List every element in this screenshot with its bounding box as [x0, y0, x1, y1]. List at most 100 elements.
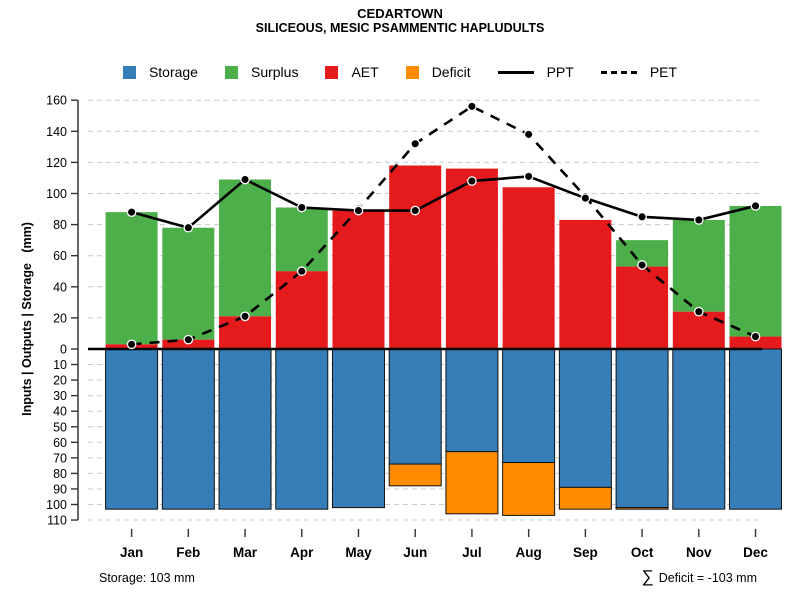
ppt-point-nov [693, 215, 704, 225]
x-tick-label-jun: Jun [403, 545, 427, 560]
page-subtitle: SILICEOUS, MESIC PSAMMENTIC HAPLUDULTS [255, 21, 545, 35]
bar-surplus-feb [162, 227, 215, 340]
pet-point-apr [296, 266, 307, 277]
deficit-swatch-icon [405, 65, 419, 79]
storage-swatch-icon [122, 65, 136, 79]
ppt-point-aug [523, 171, 534, 182]
legend-item-surplus: Surplus [224, 64, 299, 80]
bar-storage-dec [729, 348, 783, 510]
x-tick-label-dec: Dec [743, 545, 768, 560]
bar-surplus-jan [105, 212, 158, 345]
legend-item-storage: Storage [122, 64, 198, 80]
ppt-point-jun [410, 205, 421, 216]
y-tick-label-below-0: 0 [60, 343, 67, 357]
bar-deficit-jul [445, 451, 499, 515]
bar-aet-jul [445, 168, 498, 349]
pet-point-jul [467, 101, 477, 112]
legend-item-pet: PET [600, 64, 678, 80]
legend: Storage Surplus AET Deficit PPT PET [0, 64, 800, 80]
y-tick-label-above-20: 20 [53, 311, 67, 325]
pet-point-mar [240, 311, 250, 322]
bar-deficit-sep [558, 486, 612, 510]
pet-point-feb [183, 334, 194, 345]
y-tick-label-below-20: 20 [53, 374, 67, 388]
legend-item-aet: AET [325, 64, 379, 80]
y-tick-label-below-40: 40 [53, 405, 67, 419]
legend-label-surplus: Surplus [250, 64, 299, 80]
pet-dashed-line-icon [600, 70, 637, 74]
legend-item-ppt: PPT [497, 64, 574, 80]
y-tick-label-below-90: 90 [53, 482, 67, 496]
bar-storage-aug [502, 348, 556, 464]
pet-point-jun [410, 138, 421, 149]
ppt-point-mar [240, 174, 250, 185]
ppt-solid-line-icon [497, 70, 534, 74]
pet-point-oct [637, 260, 647, 270]
y-tick-label-above-80: 80 [53, 218, 67, 232]
y-tick-label-below-10: 10 [53, 358, 67, 372]
legend-label-aet: AET [351, 64, 379, 80]
y-tick-label-above-100: 100 [46, 187, 67, 201]
bar-surplus-mar [219, 179, 272, 317]
y-tick-label-above-60: 60 [53, 249, 67, 263]
bar-aet-mar [219, 316, 272, 349]
x-tick-label-oct: Oct [631, 545, 654, 560]
pet-point-jan [126, 339, 137, 350]
y-tick-label-below-60: 60 [53, 436, 67, 450]
bar-aet-aug [502, 187, 555, 349]
deficit-note: ∑ Deficit = -103 mm [642, 567, 757, 587]
deficit-note-text: Deficit = -103 mm [658, 571, 757, 585]
bar-aet-may [332, 210, 385, 349]
x-tick-label-jan: Jan [120, 545, 143, 560]
ppt-point-oct [637, 211, 647, 222]
bar-aet-nov [672, 311, 725, 349]
ppt-point-may [353, 205, 364, 216]
bar-storage-may [331, 348, 385, 509]
x-tick-label-jul: Jul [462, 545, 482, 560]
bar-storage-feb [161, 348, 215, 510]
bar-storage-mar [218, 348, 272, 510]
bar-surplus-apr [275, 207, 328, 272]
y-tick-label-above-160: 160 [46, 94, 67, 108]
x-tick-label-nov: Nov [686, 545, 712, 560]
bar-deficit-jun [388, 463, 442, 487]
x-tick-label-may: May [345, 545, 372, 560]
legend-label-storage: Storage [148, 64, 198, 80]
bar-aet-sep [559, 219, 612, 349]
surplus-swatch-icon [224, 65, 238, 79]
legend-label-deficit: Deficit [431, 64, 471, 80]
bar-aet-dec [729, 336, 782, 349]
y-tick-label-above-120: 120 [46, 156, 67, 170]
bar-aet-apr [275, 271, 328, 349]
legend-label-ppt: PPT [546, 64, 574, 80]
bar-storage-jul [445, 348, 499, 453]
aet-swatch-icon [325, 65, 339, 79]
bar-storage-jun [388, 348, 442, 465]
ppt-point-sep [580, 193, 591, 204]
ppt-line [131, 175, 756, 230]
legend-label-pet: PET [649, 64, 678, 80]
y-tick-label-below-70: 70 [53, 451, 67, 465]
pet-point-nov [693, 306, 704, 317]
ppt-point-apr [296, 202, 307, 213]
y-tick-label-below-100: 100 [46, 498, 67, 512]
ppt-point-dec [750, 201, 761, 211]
x-tick-label-feb: Feb [176, 545, 200, 560]
bar-surplus-nov [672, 219, 725, 312]
x-tick-label-apr: Apr [290, 545, 314, 560]
y-tick-label-below-110: 110 [47, 514, 67, 528]
bar-deficit-oct [615, 507, 669, 510]
ppt-point-jan [126, 207, 137, 218]
bar-deficit-aug [502, 462, 556, 516]
bar-storage-nov [672, 348, 726, 510]
bar-aet-jun [389, 165, 442, 349]
x-tick-label-sep: Sep [573, 545, 598, 560]
legend-item-deficit: Deficit [405, 64, 471, 80]
page-title: CEDARTOWN [357, 6, 443, 21]
x-tick-label-aug: Aug [516, 545, 542, 560]
bar-storage-sep [558, 348, 612, 488]
pet-point-aug [523, 129, 534, 140]
ppt-point-feb [183, 222, 194, 233]
